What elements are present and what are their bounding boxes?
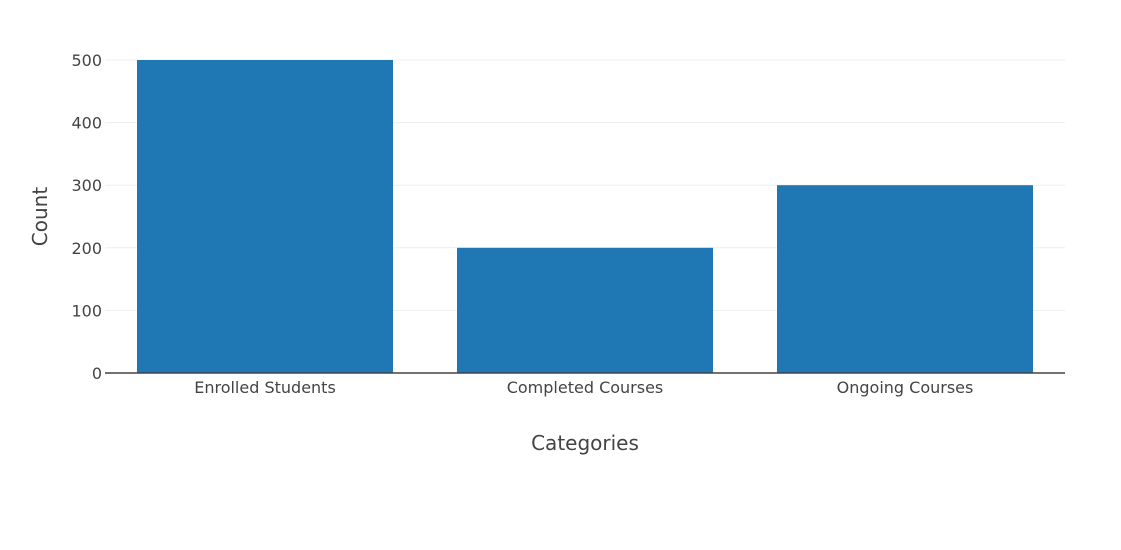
x-tick-label: Ongoing Courses xyxy=(837,378,974,397)
bar xyxy=(457,247,713,373)
x-axis-title: Categories xyxy=(531,431,639,455)
y-tick-label: 0 xyxy=(92,364,102,383)
tick-labels: 0 100 200 300 400 500 Enrolled Students Complet… xyxy=(71,51,973,397)
y-tick-label: 100 xyxy=(71,301,102,320)
y-axis-title: Count xyxy=(28,187,52,247)
bar xyxy=(777,185,1033,373)
y-tick-label: 500 xyxy=(71,51,102,70)
bars xyxy=(137,60,1033,373)
y-tick-label: 400 xyxy=(71,114,102,133)
x-tick-label: Completed Courses xyxy=(507,378,664,397)
y-tick-label: 300 xyxy=(71,176,102,195)
y-tick-label: 200 xyxy=(71,239,102,258)
x-tick-label: Enrolled Students xyxy=(194,378,336,397)
bar xyxy=(137,60,393,373)
